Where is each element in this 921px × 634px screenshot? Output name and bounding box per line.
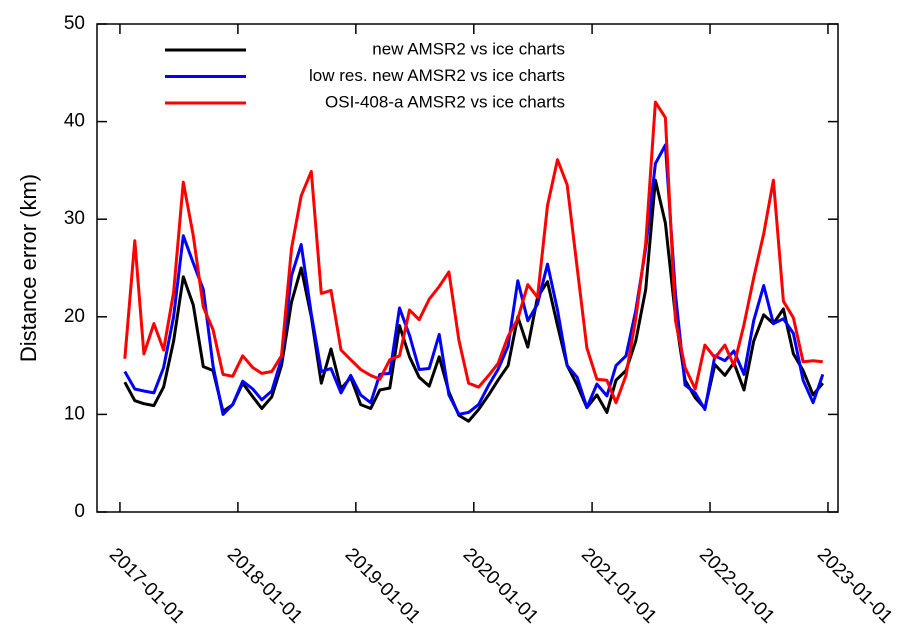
x-tick-label: 2022-01-01 — [695, 544, 779, 628]
y-tick-label: 40 — [64, 111, 85, 132]
y-tick-label: 20 — [64, 306, 85, 327]
legend-label: low res. new AMSR2 vs ice charts — [309, 66, 565, 85]
y-tick-label: 0 — [74, 501, 85, 522]
y-axis-label: Distance error (km) — [16, 174, 41, 362]
x-tick-label: 2021-01-01 — [577, 544, 661, 628]
legend-label: new AMSR2 vs ice charts — [372, 39, 565, 58]
x-tick-label: 2017-01-01 — [105, 544, 189, 628]
x-tick-label: 2018-01-01 — [223, 544, 307, 628]
x-tick-label: 2023-01-01 — [813, 544, 897, 628]
x-tick-label: 2020-01-01 — [459, 544, 543, 628]
plot-frame — [96, 23, 839, 513]
y-tick-label: 30 — [64, 208, 85, 229]
series-line — [123, 100, 823, 405]
x-tick-label: 2019-01-01 — [341, 544, 425, 628]
y-tick-label: 10 — [64, 403, 85, 424]
y-tick-label: 50 — [64, 13, 85, 34]
legend-label: OSI-408-a AMSR2 vs ice charts — [325, 92, 565, 111]
series-line — [123, 143, 825, 416]
